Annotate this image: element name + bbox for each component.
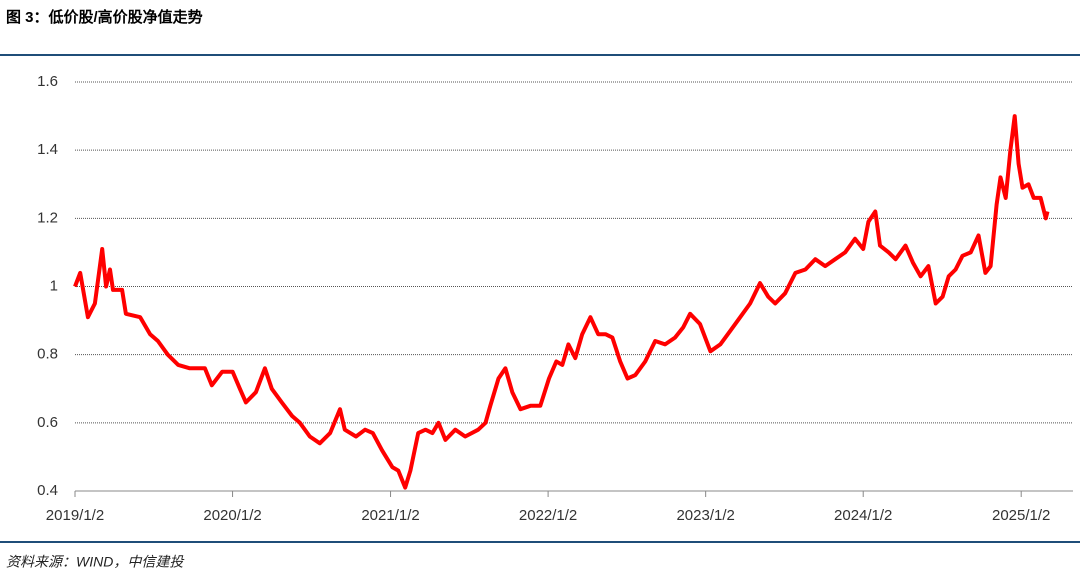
y-tick-label: 1.4 — [37, 141, 58, 158]
y-tick-label: 1.2 — [37, 209, 58, 226]
x-tick-label: 2021/1/2 — [361, 507, 419, 524]
y-tick-label: 1.6 — [37, 73, 58, 90]
x-tick-label: 2023/1/2 — [676, 507, 734, 524]
y-tick-label: 0.6 — [37, 414, 58, 431]
x-tick-label: 2024/1/2 — [834, 507, 892, 524]
x-tick-label: 2020/1/2 — [203, 507, 261, 524]
x-tick-label: 2025/1/2 — [992, 507, 1050, 524]
y-tick-label: 1 — [50, 277, 58, 294]
y-tick-label: 0.8 — [37, 346, 58, 363]
source-note: 资料来源：WIND，中信建投 — [6, 554, 185, 570]
x-tick-label: 2022/1/2 — [519, 507, 577, 524]
y-tick-label: 0.4 — [37, 482, 58, 499]
chart-title: 图 3：低价股/高价股净值走势 — [6, 8, 203, 26]
data-line — [73, 114, 1050, 490]
x-tick-label: 2019/1/2 — [46, 507, 104, 524]
